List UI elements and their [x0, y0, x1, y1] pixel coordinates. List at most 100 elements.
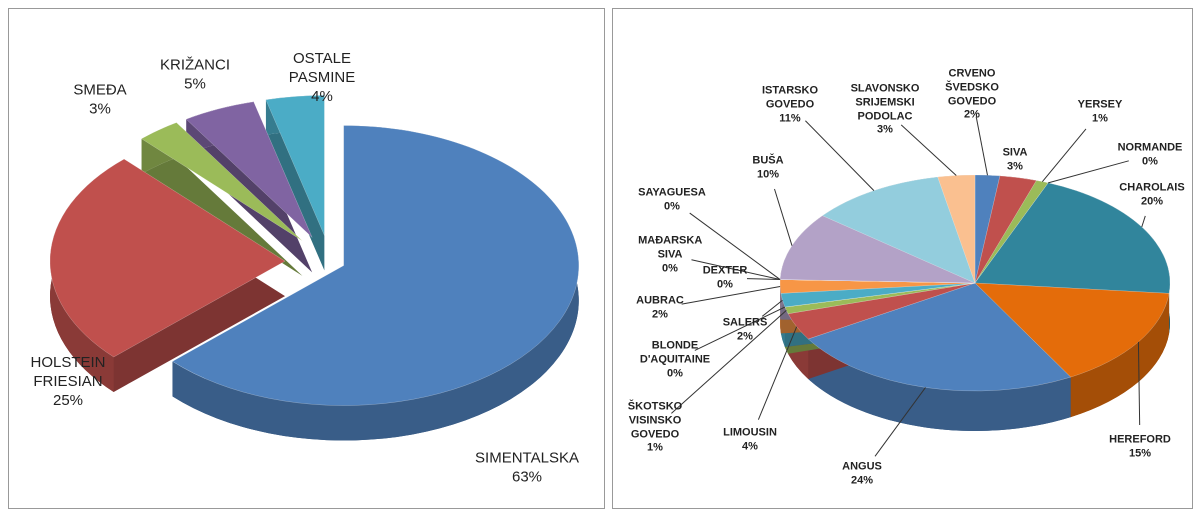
- value-label: 2%: [652, 308, 668, 320]
- leader-line: [1041, 128, 1087, 182]
- pie-slice: [171, 125, 580, 406]
- data-label: OSTALE PASMINE 4%: [289, 50, 355, 106]
- value-label: 4%: [311, 87, 333, 105]
- pie-slice: [787, 282, 976, 340]
- data-label: YERSEY 1%: [1078, 98, 1123, 126]
- category-label: ISTARSKO GOVEDO: [761, 84, 819, 111]
- category-label: HEREFORD: [1109, 433, 1171, 446]
- data-label: LIMOUSIN 4%: [723, 426, 777, 454]
- data-label: SALERS 2%: [723, 316, 768, 344]
- leader-line: [1048, 160, 1129, 184]
- category-label: NORMANDE: [1117, 141, 1183, 154]
- category-label: OSTALE PASMINE: [288, 49, 356, 86]
- data-label: ANGUS 24%: [842, 460, 882, 488]
- pie-slice: [974, 175, 1037, 284]
- category-label: CRVENO ŠVEDSKO GOVEDO: [945, 67, 999, 108]
- category-label: MAĐARSKA SIVA: [638, 234, 703, 261]
- pie-slice: [185, 101, 313, 238]
- data-label: DEXTER 0%: [703, 264, 748, 292]
- data-label: SMEĐA 3%: [73, 81, 126, 119]
- leader-line: [761, 299, 783, 317]
- value-label: 0%: [1142, 155, 1158, 167]
- pie-slice: [974, 174, 1001, 284]
- data-label: SAYAGUESA 0%: [638, 186, 706, 214]
- data-label: ISTARSKO GOVEDO 11%: [762, 84, 818, 125]
- data-label: HOLSTEIN FRIESIAN 25%: [30, 354, 105, 410]
- pie-slice: [822, 176, 976, 284]
- value-label: 63%: [511, 468, 543, 485]
- value-label: 0%: [664, 200, 680, 212]
- leader-line: [746, 278, 781, 281]
- value-label: 1%: [1092, 112, 1108, 124]
- slice-side: [1070, 293, 1170, 418]
- leader-line: [689, 212, 781, 280]
- category-label: HOLSTEIN FRIESIAN: [30, 353, 106, 390]
- value-label: 4%: [742, 440, 758, 452]
- value-label: 1%: [647, 441, 663, 454]
- pie-slice: [937, 174, 976, 284]
- pie-slice: [265, 95, 325, 236]
- value-label: 3%: [89, 100, 111, 117]
- data-label: SIMENTALSKA 63%: [475, 449, 579, 487]
- slice-side: [172, 125, 579, 441]
- leader-line: [900, 124, 957, 176]
- value-label: 25%: [52, 391, 84, 409]
- category-label: BLONDE D'AQUITAINE: [639, 339, 711, 366]
- category-label: AUBRAC: [636, 294, 684, 307]
- value-label: 11%: [779, 111, 801, 124]
- category-label: KRIŽANCI: [159, 56, 231, 74]
- leader-line: [671, 310, 787, 414]
- value-label: 0%: [667, 366, 683, 379]
- leader-line: [694, 306, 786, 351]
- category-label: SIMENTALSKA: [475, 449, 579, 467]
- value-label: 0%: [717, 278, 733, 290]
- category-label: BUŠA: [752, 154, 784, 167]
- data-label: BUŠA 10%: [752, 154, 783, 182]
- data-label: SLAVONSKO SRIJEMSKI PODOLAC 3%: [851, 83, 920, 138]
- value-label: 0%: [662, 261, 678, 274]
- data-label: ŠKOTSKO VISINSKO GOVEDO 1%: [628, 401, 682, 456]
- data-label: KRIŽANCI 5%: [160, 56, 230, 94]
- value-label: 3%: [1007, 160, 1023, 172]
- pie-slice: [779, 215, 976, 284]
- value-label: 20%: [1140, 195, 1164, 207]
- pie-slice: [141, 122, 303, 242]
- pie-slice: [974, 282, 1170, 378]
- category-label: LIMOUSIN: [723, 426, 777, 439]
- data-label: MAĐARSKA SIVA 0%: [638, 234, 702, 275]
- data-label: CRVENO ŠVEDSKO GOVEDO 2%: [945, 68, 999, 123]
- slice-side: [808, 338, 1071, 432]
- data-label: NORMANDE 0%: [1118, 141, 1183, 169]
- pie-slice: [780, 282, 976, 308]
- category-label: ANGUS: [842, 460, 882, 473]
- leader-line: [1141, 215, 1146, 228]
- category-label: CHAROLAIS: [1119, 181, 1185, 194]
- value-label: 24%: [850, 474, 874, 486]
- slice-side: [784, 283, 975, 354]
- leader-line: [681, 285, 781, 305]
- value-label: 5%: [184, 75, 206, 92]
- leader-line: [774, 188, 793, 246]
- value-label: 3%: [877, 123, 893, 136]
- value-label: 2%: [964, 108, 980, 121]
- data-label: BLONDE D'AQUITAINE 0%: [640, 339, 710, 380]
- pie-slice: [49, 158, 286, 358]
- category-label: ŠKOTSKO VISINSKO GOVEDO: [627, 400, 683, 441]
- category-label: SAYAGUESA: [638, 186, 706, 199]
- data-label: CHAROLAIS 20%: [1119, 181, 1184, 209]
- category-label: SLAVONSKO SRIJEMSKI PODOLAC: [850, 82, 920, 123]
- leader-line: [975, 116, 988, 176]
- leader-line: [691, 259, 781, 281]
- value-label: 10%: [756, 168, 780, 180]
- value-label: 15%: [1128, 447, 1152, 459]
- category-label: SIVA: [1002, 146, 1028, 159]
- data-label: SIVA 3%: [1003, 146, 1028, 174]
- value-label: 2%: [737, 330, 753, 342]
- data-label: HEREFORD 15%: [1109, 433, 1171, 461]
- leader-line: [805, 120, 875, 191]
- data-label: AUBRAC 2%: [636, 294, 684, 322]
- leader-line: [1137, 341, 1141, 426]
- leader-line: [757, 326, 798, 420]
